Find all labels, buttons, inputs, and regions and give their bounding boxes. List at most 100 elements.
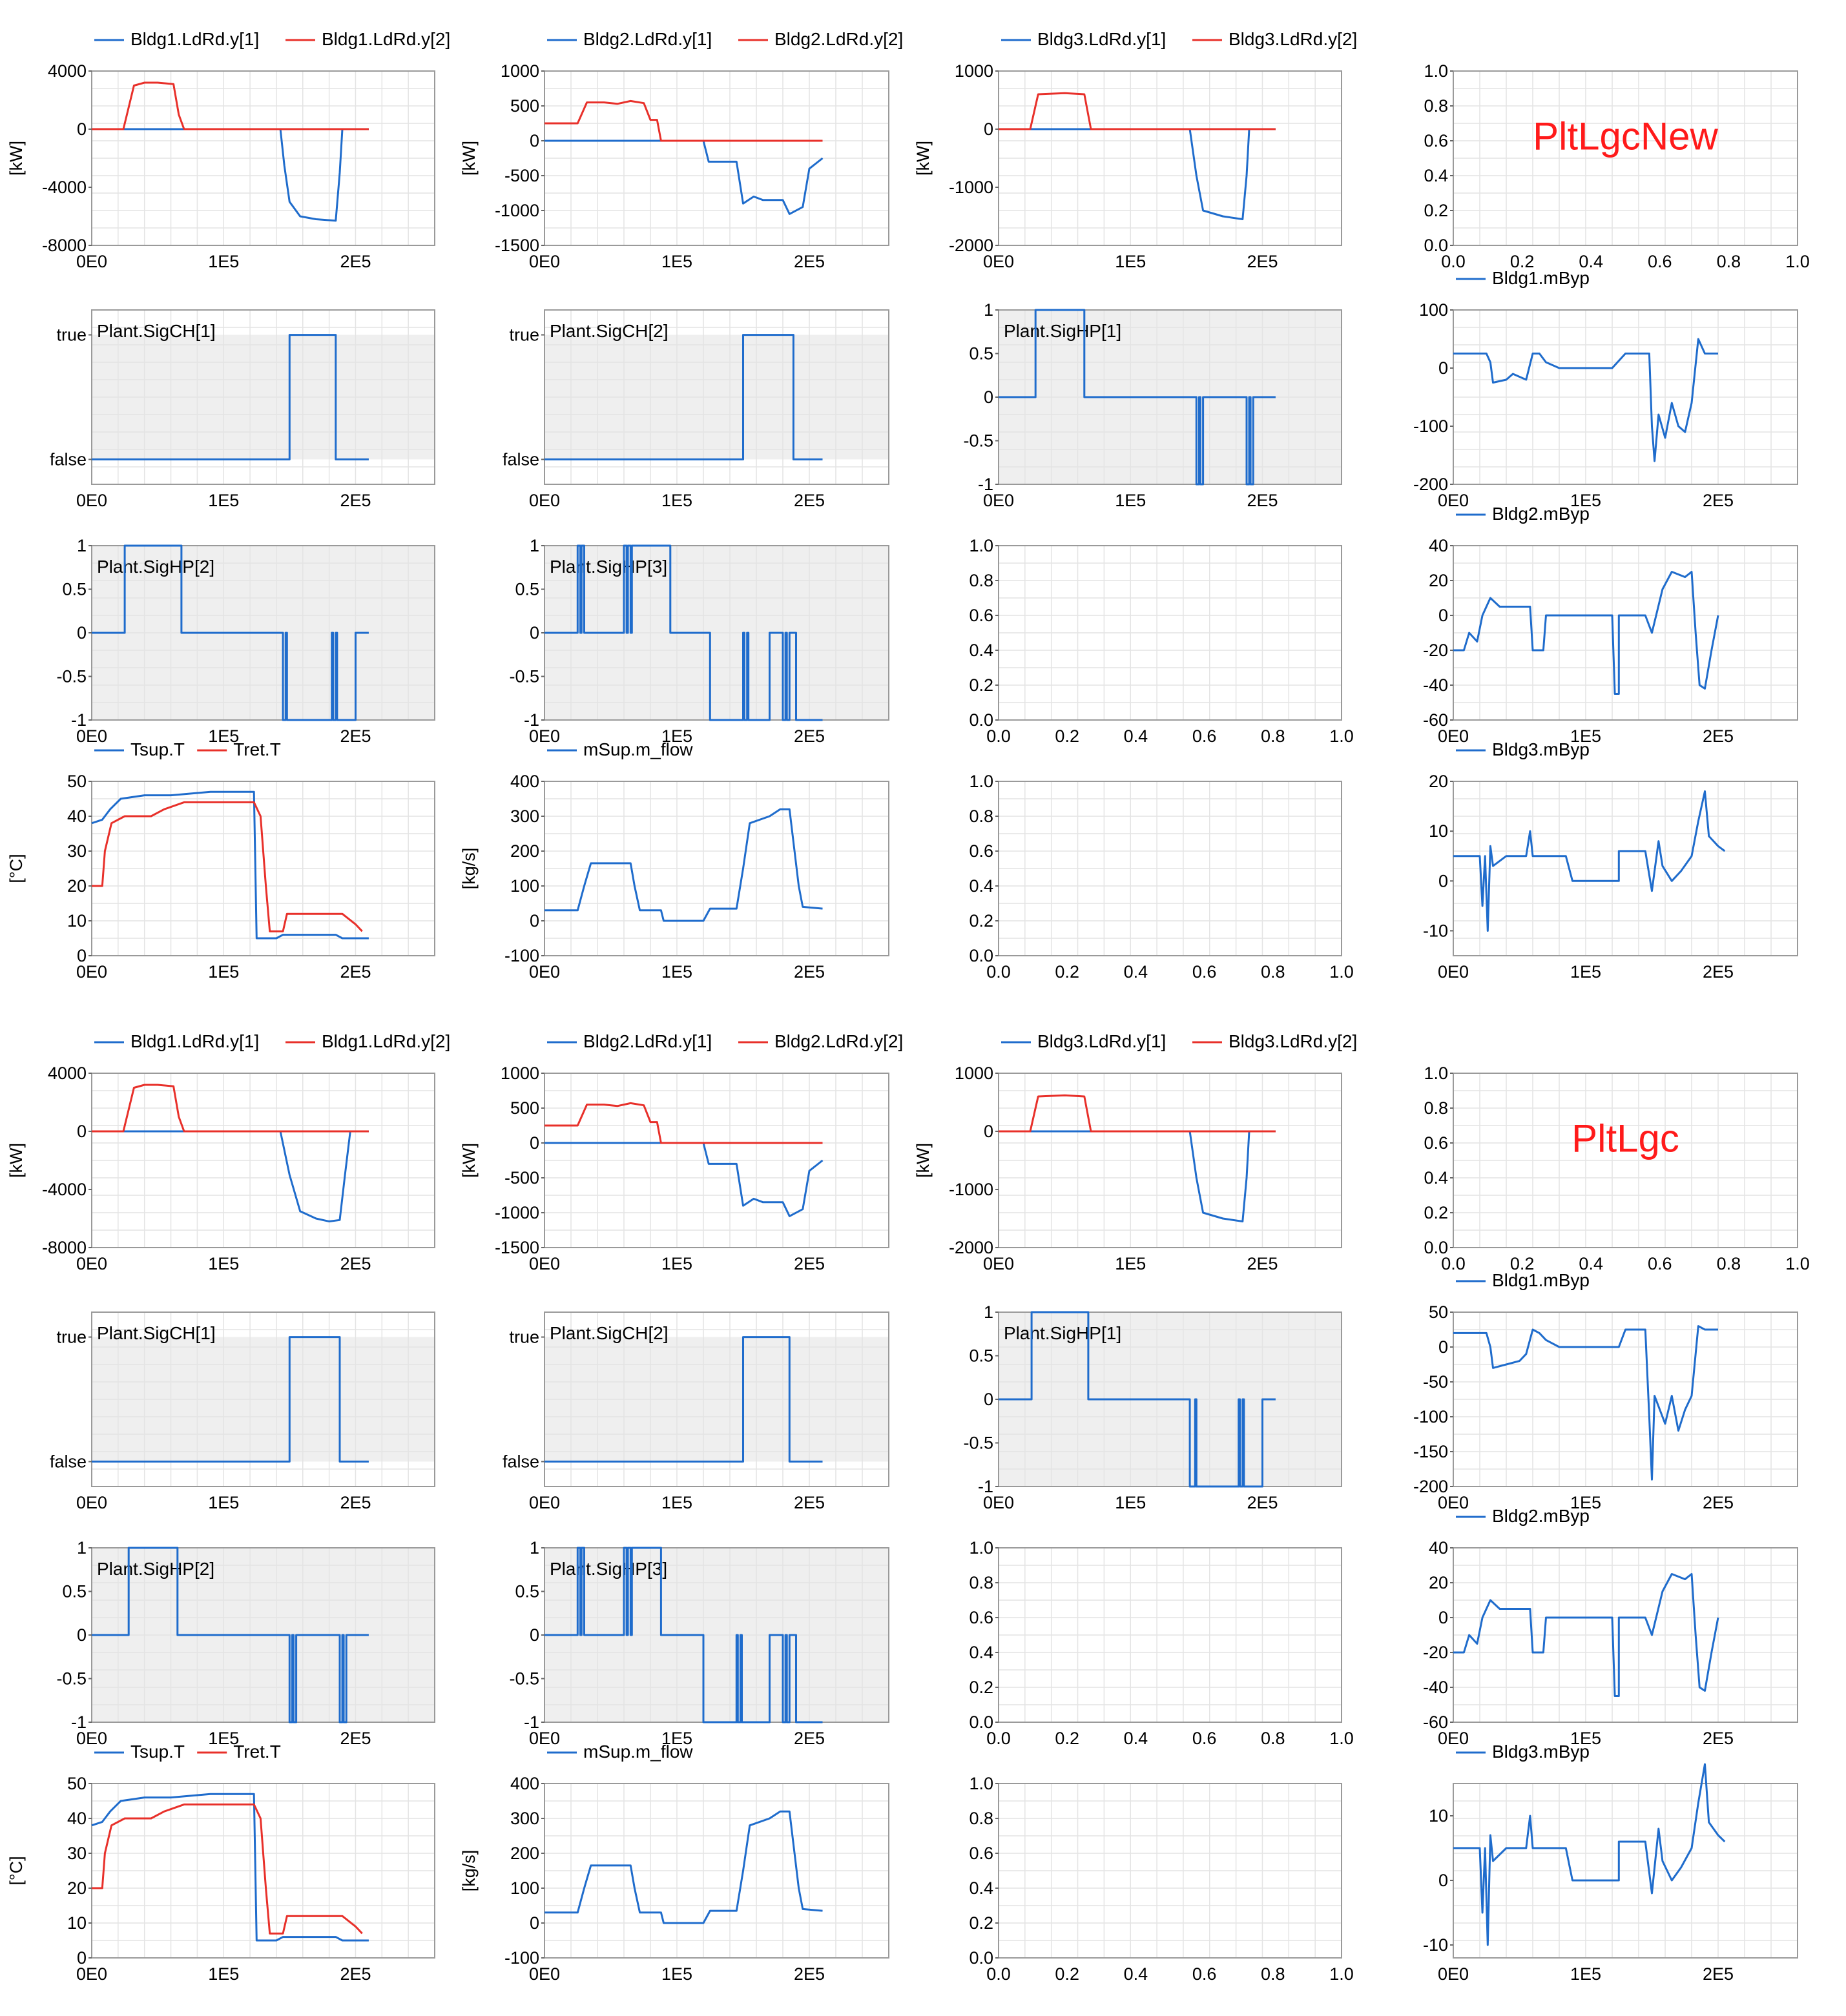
x-tick-label: 0.6 bbox=[1648, 1254, 1672, 1273]
signal-label: Plant.SigHP[1] bbox=[1004, 321, 1121, 341]
x-tick-label: 2E5 bbox=[340, 252, 371, 271]
plot-frame bbox=[998, 1783, 1342, 1959]
y-tick-label: 1.0 bbox=[969, 772, 993, 791]
y-tick-label: 300 bbox=[510, 807, 539, 826]
y-tick-label: 0 bbox=[1438, 871, 1448, 890]
y-tick-label: 0 bbox=[1438, 1337, 1448, 1357]
gridlines bbox=[999, 1073, 1342, 1248]
y-tick-label: -100 bbox=[1413, 1407, 1448, 1426]
plot-frame bbox=[998, 1073, 1342, 1248]
x-tick-label: 2E5 bbox=[1247, 1254, 1278, 1273]
x-tick-label: 0.2 bbox=[1055, 1729, 1079, 1748]
y-tick-label: 30 bbox=[67, 1844, 87, 1863]
y-tick-label: 1.0 bbox=[1424, 1064, 1448, 1083]
plot-frame bbox=[998, 70, 1342, 246]
y-tick-label: -1000 bbox=[495, 201, 539, 220]
y-tick-label: 1.0 bbox=[969, 1774, 993, 1793]
x-tick-label: 0.0 bbox=[986, 1964, 1011, 1984]
y-tick-label: 1 bbox=[530, 536, 539, 555]
x-tick-label: 0.6 bbox=[1192, 962, 1217, 982]
y-tick-label: -0.5 bbox=[56, 667, 87, 686]
x-tick-label: 1E5 bbox=[208, 1254, 239, 1273]
x-tick-label: 0.2 bbox=[1055, 1964, 1079, 1984]
y-tick-label: 0.2 bbox=[1424, 1203, 1448, 1222]
y-tick-label: 200 bbox=[510, 841, 539, 861]
y-tick-label: true bbox=[56, 325, 87, 345]
y-tick-label: -10 bbox=[1423, 1935, 1448, 1955]
x-tick-label: 0E0 bbox=[529, 1729, 560, 1748]
y-tick-label: 1 bbox=[77, 1538, 87, 1558]
annotation-label: PltLgc bbox=[1571, 1117, 1679, 1160]
x-tick-label: 1E5 bbox=[661, 252, 692, 271]
data-series-line bbox=[999, 92, 1276, 130]
y-axis-label: [kW] bbox=[913, 141, 933, 176]
legend-entry: Bldg3.LdRd.y[2] bbox=[1229, 1031, 1357, 1051]
x-tick-label: 0.8 bbox=[1717, 252, 1741, 271]
y-tick-label: -10 bbox=[1423, 921, 1448, 940]
legend-entry: Bldg1.mByp bbox=[1492, 1270, 1590, 1290]
y-tick-label: 30 bbox=[67, 841, 87, 861]
legend-entry: Tret.T bbox=[233, 1742, 281, 1762]
gridlines bbox=[1453, 1312, 1798, 1486]
chart-panel: true false 0E0 1E5 2E5 Plant.SigCH[2] bbox=[503, 1311, 889, 1512]
chart-panel: 1.0 0.8 0.6 0.4 0.2 0.00.0 0.2 0.4 0.6 0.8 1.0 bbox=[969, 536, 1353, 746]
data-series-line bbox=[1453, 1325, 1718, 1481]
y-tick-label: 0 bbox=[530, 131, 539, 150]
y-tick-label: 0.6 bbox=[969, 841, 993, 861]
x-tick-label: 0E0 bbox=[529, 252, 560, 271]
data-series-line bbox=[1453, 1573, 1719, 1697]
plot-frame bbox=[1453, 309, 1798, 485]
data-series-line bbox=[92, 1547, 369, 1723]
x-tick-label: 0E0 bbox=[1438, 491, 1469, 510]
plot-frame bbox=[544, 1311, 889, 1487]
y-tick-label: 1.0 bbox=[1424, 61, 1448, 81]
x-tick-label: 1E5 bbox=[1570, 491, 1601, 510]
y-tick-label: 400 bbox=[510, 772, 539, 791]
plot-frame bbox=[1453, 545, 1798, 721]
y-tick-label: 1.0 bbox=[969, 536, 993, 555]
y-tick-label: 0 bbox=[77, 119, 87, 139]
y-tick-label: 1000 bbox=[955, 61, 993, 81]
y-tick-label: 0 bbox=[77, 1122, 87, 1141]
gridlines bbox=[999, 1312, 1342, 1486]
chart-panel: 10 0 -10 0E0 1E5 2E5 Bldg3.mByp bbox=[1423, 1742, 1798, 1984]
y-tick-label: 0.5 bbox=[969, 344, 993, 364]
legend-entry: Tsup.T bbox=[130, 739, 185, 759]
y-tick-label: 500 bbox=[510, 96, 539, 116]
legend-entry: Bldg2.LdRd.y[2] bbox=[774, 1031, 903, 1051]
y-axis-label: [kg/s] bbox=[459, 1850, 479, 1892]
y-tick-label: -0.5 bbox=[56, 1669, 87, 1689]
x-tick-label: 0E0 bbox=[983, 1493, 1014, 1512]
y-axis-label: [kg/s] bbox=[459, 848, 479, 890]
annotation-label: PltLgcNew bbox=[1533, 115, 1718, 158]
x-tick-label: 1E5 bbox=[208, 252, 239, 271]
y-axis-label: [kW] bbox=[6, 141, 26, 176]
legend-entry: Bldg1.LdRd.y[1] bbox=[130, 1031, 259, 1051]
data-series-line bbox=[92, 334, 369, 460]
x-tick-label: 2E5 bbox=[1703, 1729, 1734, 1748]
y-tick-label: 0 bbox=[77, 1625, 87, 1645]
x-tick-label: 2E5 bbox=[794, 1493, 825, 1512]
y-tick-label: 0.4 bbox=[1424, 166, 1448, 185]
signal-label: Plant.SigCH[1] bbox=[97, 321, 216, 341]
y-tick-label: 0.0 bbox=[969, 1713, 993, 1732]
y-tick-label: 20 bbox=[67, 876, 87, 896]
legend-entry: Bldg3.LdRd.y[1] bbox=[1037, 29, 1166, 49]
y-tick-label: 0 bbox=[984, 119, 993, 139]
y-tick-label: 4000 bbox=[48, 1064, 87, 1083]
gridlines bbox=[1453, 71, 1798, 245]
y-tick-label: 0 bbox=[530, 1133, 539, 1153]
y-tick-label: 100 bbox=[1419, 300, 1448, 320]
x-tick-label: 2E5 bbox=[1703, 1493, 1734, 1512]
y-tick-label: -0.5 bbox=[963, 431, 993, 451]
y-tick-label: 0.4 bbox=[969, 1878, 993, 1898]
x-tick-label: 1E5 bbox=[208, 491, 239, 510]
x-tick-label: 1E5 bbox=[208, 726, 239, 746]
y-tick-label: true bbox=[509, 1328, 539, 1347]
